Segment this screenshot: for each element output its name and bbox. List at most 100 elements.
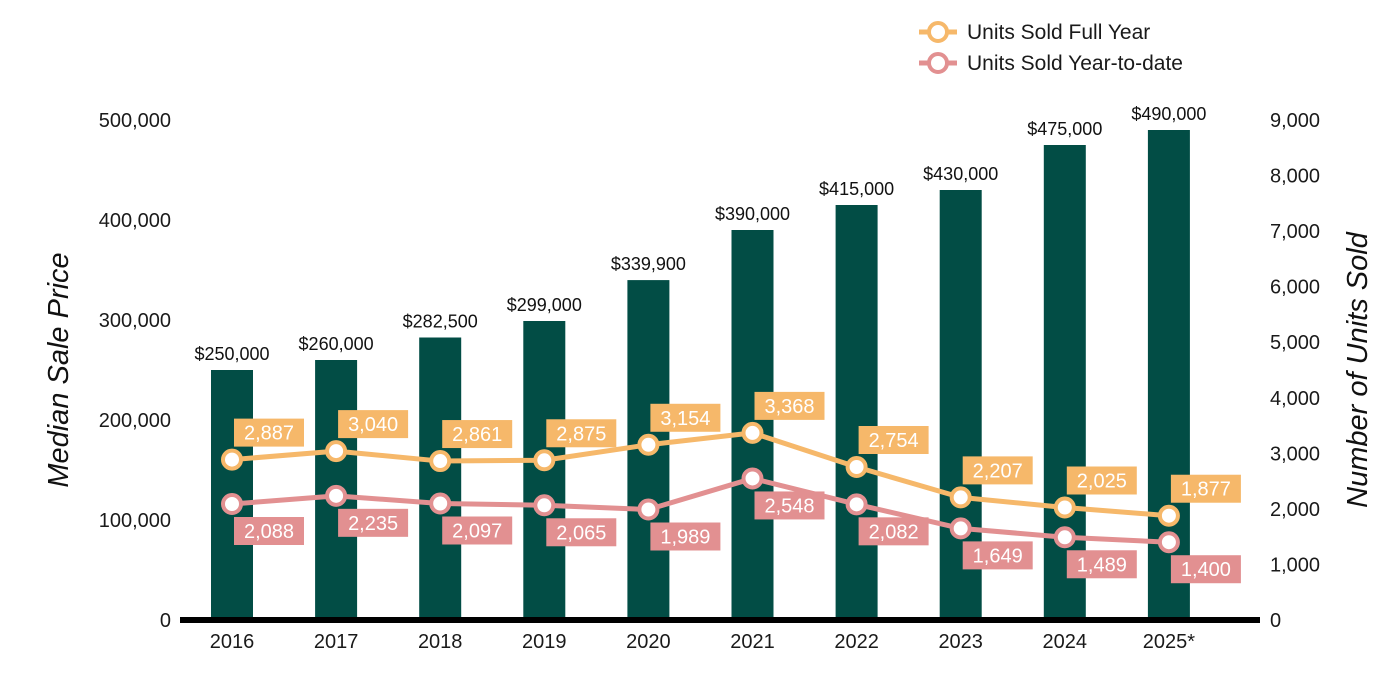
point-value-label: 1,989: [660, 527, 710, 549]
point-label-bg: [650, 522, 721, 551]
bar-2024: [1043, 145, 1086, 620]
y2-tick-label: 8,000: [1270, 166, 1320, 188]
bar-value-label: $339,900: [611, 254, 686, 274]
point-units-sold-full-year: [533, 449, 556, 472]
point-units-sold-year-to-date: [325, 484, 348, 507]
point-units-sold-full-year: [949, 486, 972, 509]
x-tick-label: 2025*: [1143, 631, 1195, 653]
point-units-sold-full-year: [637, 433, 660, 456]
x-tick-label: 2017: [314, 631, 359, 653]
y2-tick-label: 9,000: [1270, 110, 1320, 132]
point-units-sold-year-to-date: [1053, 526, 1076, 549]
line-units-sold-full-year: [231, 430, 1170, 519]
bar-value-label: $490,000: [1131, 104, 1206, 124]
point-label-bg: [650, 403, 721, 432]
point-label-bg: [1170, 555, 1241, 584]
point-label-bg: [442, 516, 513, 545]
y2-tick-label: 0: [1270, 610, 1281, 632]
point-value-label: 2,097: [452, 521, 502, 543]
point-units-sold-year-to-date: [1157, 531, 1180, 554]
point-units-sold-full-year: [429, 450, 452, 473]
y2-tick-label: 2,000: [1270, 499, 1320, 521]
bar-value-label: $282,500: [403, 312, 478, 332]
legend-swatch-marker: [927, 21, 949, 43]
bar-value-label: $260,000: [299, 334, 374, 354]
point-units-sold-full-year: [845, 456, 868, 478]
point-value-label: 2,861: [452, 424, 502, 446]
x-tick-label: 2018: [418, 631, 463, 653]
y-tick-label: 200,000: [99, 410, 171, 432]
point-label-bg: [234, 517, 304, 545]
point-units-sold-full-year: [1157, 504, 1180, 527]
point-units-sold-year-to-date: [637, 498, 660, 521]
point-label-bg: [234, 418, 304, 447]
point-value-label: 3,040: [348, 414, 398, 436]
y2-tick-label: 6,000: [1270, 277, 1320, 299]
legend: Units Sold Full Year Units Sold Year-to-d…: [919, 21, 1183, 75]
legend-item-label: Units Sold Year-to-date: [967, 52, 1183, 75]
point-units-sold-year-to-date: [845, 493, 868, 516]
point-value-label: 2,887: [244, 423, 294, 445]
point-label-bg: [546, 518, 617, 547]
point-units-sold-year-to-date: [533, 494, 556, 517]
point-value-label: 2,754: [869, 430, 919, 452]
point-label-bg: [338, 410, 409, 439]
point-value-label: 3,154: [660, 408, 710, 430]
bar-2022: [835, 205, 878, 620]
point-units-sold-full-year: [221, 448, 243, 471]
point-value-label: 1,489: [1077, 554, 1127, 576]
x-tick-label: 2023: [938, 631, 983, 653]
point-value-label: 2,548: [764, 495, 814, 517]
point-value-label: 1,649: [973, 545, 1023, 567]
point-label-bg: [1066, 466, 1137, 495]
point-value-label: 1,400: [1181, 559, 1231, 581]
x-tick-label: 2019: [522, 631, 567, 653]
labels-layer: $250,000 $260,000 $282,500 $299,000 $339,900…: [194, 104, 1241, 584]
legend-item-label: Units Sold Full Year: [967, 21, 1150, 44]
bar-value-label: $475,000: [1027, 119, 1102, 139]
point-value-label: 2,088: [244, 521, 294, 543]
legend-swatch-marker: [927, 52, 949, 74]
x-tick-label: 2021: [730, 631, 775, 653]
line-units-sold-year-to-date: [231, 475, 1170, 545]
point-label-bg: [754, 391, 825, 420]
bar-value-label: $299,000: [507, 295, 582, 315]
y-tick-label: 400,000: [99, 210, 171, 232]
axes: 2016 2017 2018 2019 2020 2021 2022 2023 2024 2025…: [43, 110, 1374, 653]
point-units-sold-year-to-date: [741, 467, 764, 490]
x-tick-label: 2022: [834, 631, 879, 653]
point-label-bg: [858, 426, 929, 454]
x-tick-label: 2016: [210, 631, 255, 653]
bar-value-label: $415,000: [819, 179, 894, 199]
y2-tick-label: 5,000: [1270, 332, 1320, 354]
y2-tick-label: 3,000: [1270, 443, 1320, 465]
bar-2018: [419, 337, 462, 620]
point-label-bg: [858, 517, 929, 546]
y-tick-label: 300,000: [99, 310, 171, 332]
point-value-label: 2,082: [869, 521, 919, 543]
point-value-label: 2,875: [556, 423, 606, 445]
y2-tick-label: 1,000: [1270, 554, 1320, 576]
point-value-label: 3,368: [764, 396, 814, 418]
y2-tick-label: 7,000: [1270, 221, 1320, 243]
bar-value-label: $430,000: [923, 164, 998, 184]
lines-layer: [221, 421, 1180, 554]
point-label-bg: [962, 541, 1033, 570]
x-tick-label: 2024: [1043, 631, 1088, 653]
x-tick-label: 2020: [626, 631, 671, 653]
point-label-bg: [1170, 474, 1241, 503]
y2-axis-title: Number of Units Sold: [1342, 231, 1374, 507]
bar-value-label: $390,000: [715, 204, 790, 224]
bar-value-label: $250,000: [194, 344, 269, 364]
point-value-label: 2,207: [973, 460, 1023, 482]
point-label-bg: [1066, 550, 1137, 579]
y-tick-label: 500,000: [99, 110, 171, 132]
point-value-label: 2,025: [1077, 471, 1127, 493]
y-tick-label: 100,000: [99, 510, 171, 532]
point-value-label: 1,877: [1181, 479, 1231, 501]
point-value-label: 2,065: [556, 522, 606, 544]
point-label-bg: [338, 508, 409, 537]
point-units-sold-full-year: [325, 440, 348, 463]
y-axis-title: Median Sale Price: [43, 252, 75, 487]
